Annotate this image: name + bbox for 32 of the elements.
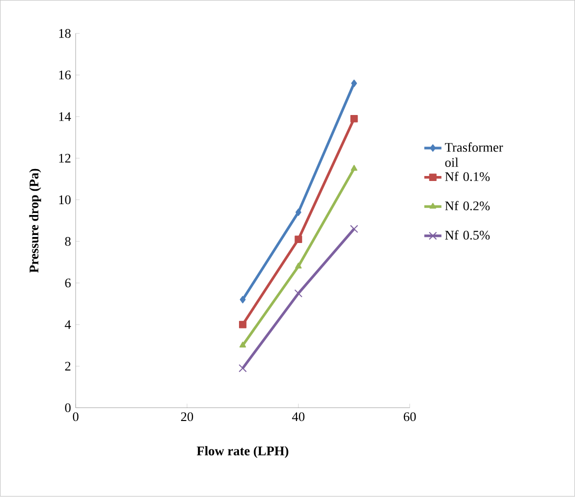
legend-label: Nf 0.1% [445, 172, 490, 182]
y-tick-label: 2 [65, 362, 70, 371]
legend-label: Trasformer oil [444, 142, 504, 168]
point [240, 296, 246, 304]
point [351, 80, 357, 88]
point [350, 225, 358, 234]
y-tick-label: 18 [59, 29, 71, 38]
point [239, 342, 246, 348]
point [350, 115, 358, 123]
y-tick-label: 12 [59, 154, 70, 163]
point [295, 208, 302, 216]
legend-label: Nf 0.2% [445, 201, 490, 211]
x-tick-label: 0 [72, 412, 78, 422]
point [294, 236, 302, 244]
point [350, 165, 358, 171]
point [295, 262, 302, 269]
legend-label: Nf 0.5% [445, 230, 490, 240]
point [294, 290, 302, 298]
y-tick-label: 4 [64, 320, 71, 330]
y-tick-label: 0 [65, 404, 71, 412]
y-axis-title: Pressure drop (Pa) [29, 169, 42, 273]
x-tick-label: 60 [404, 412, 416, 422]
y-tick-label: 8 [65, 237, 71, 246]
y-tick-label: 10 [59, 196, 71, 204]
point [238, 321, 246, 329]
y-tick-label: 6 [65, 278, 71, 288]
y-tick-label: 14 [59, 112, 71, 122]
x-tick-label: 40 [292, 412, 304, 422]
x-tick-label: 20 [181, 412, 194, 422]
point [238, 364, 247, 373]
x-axis-title: Flow rate (LPH) [196, 446, 288, 458]
y-tick-label: 16 [59, 70, 71, 80]
